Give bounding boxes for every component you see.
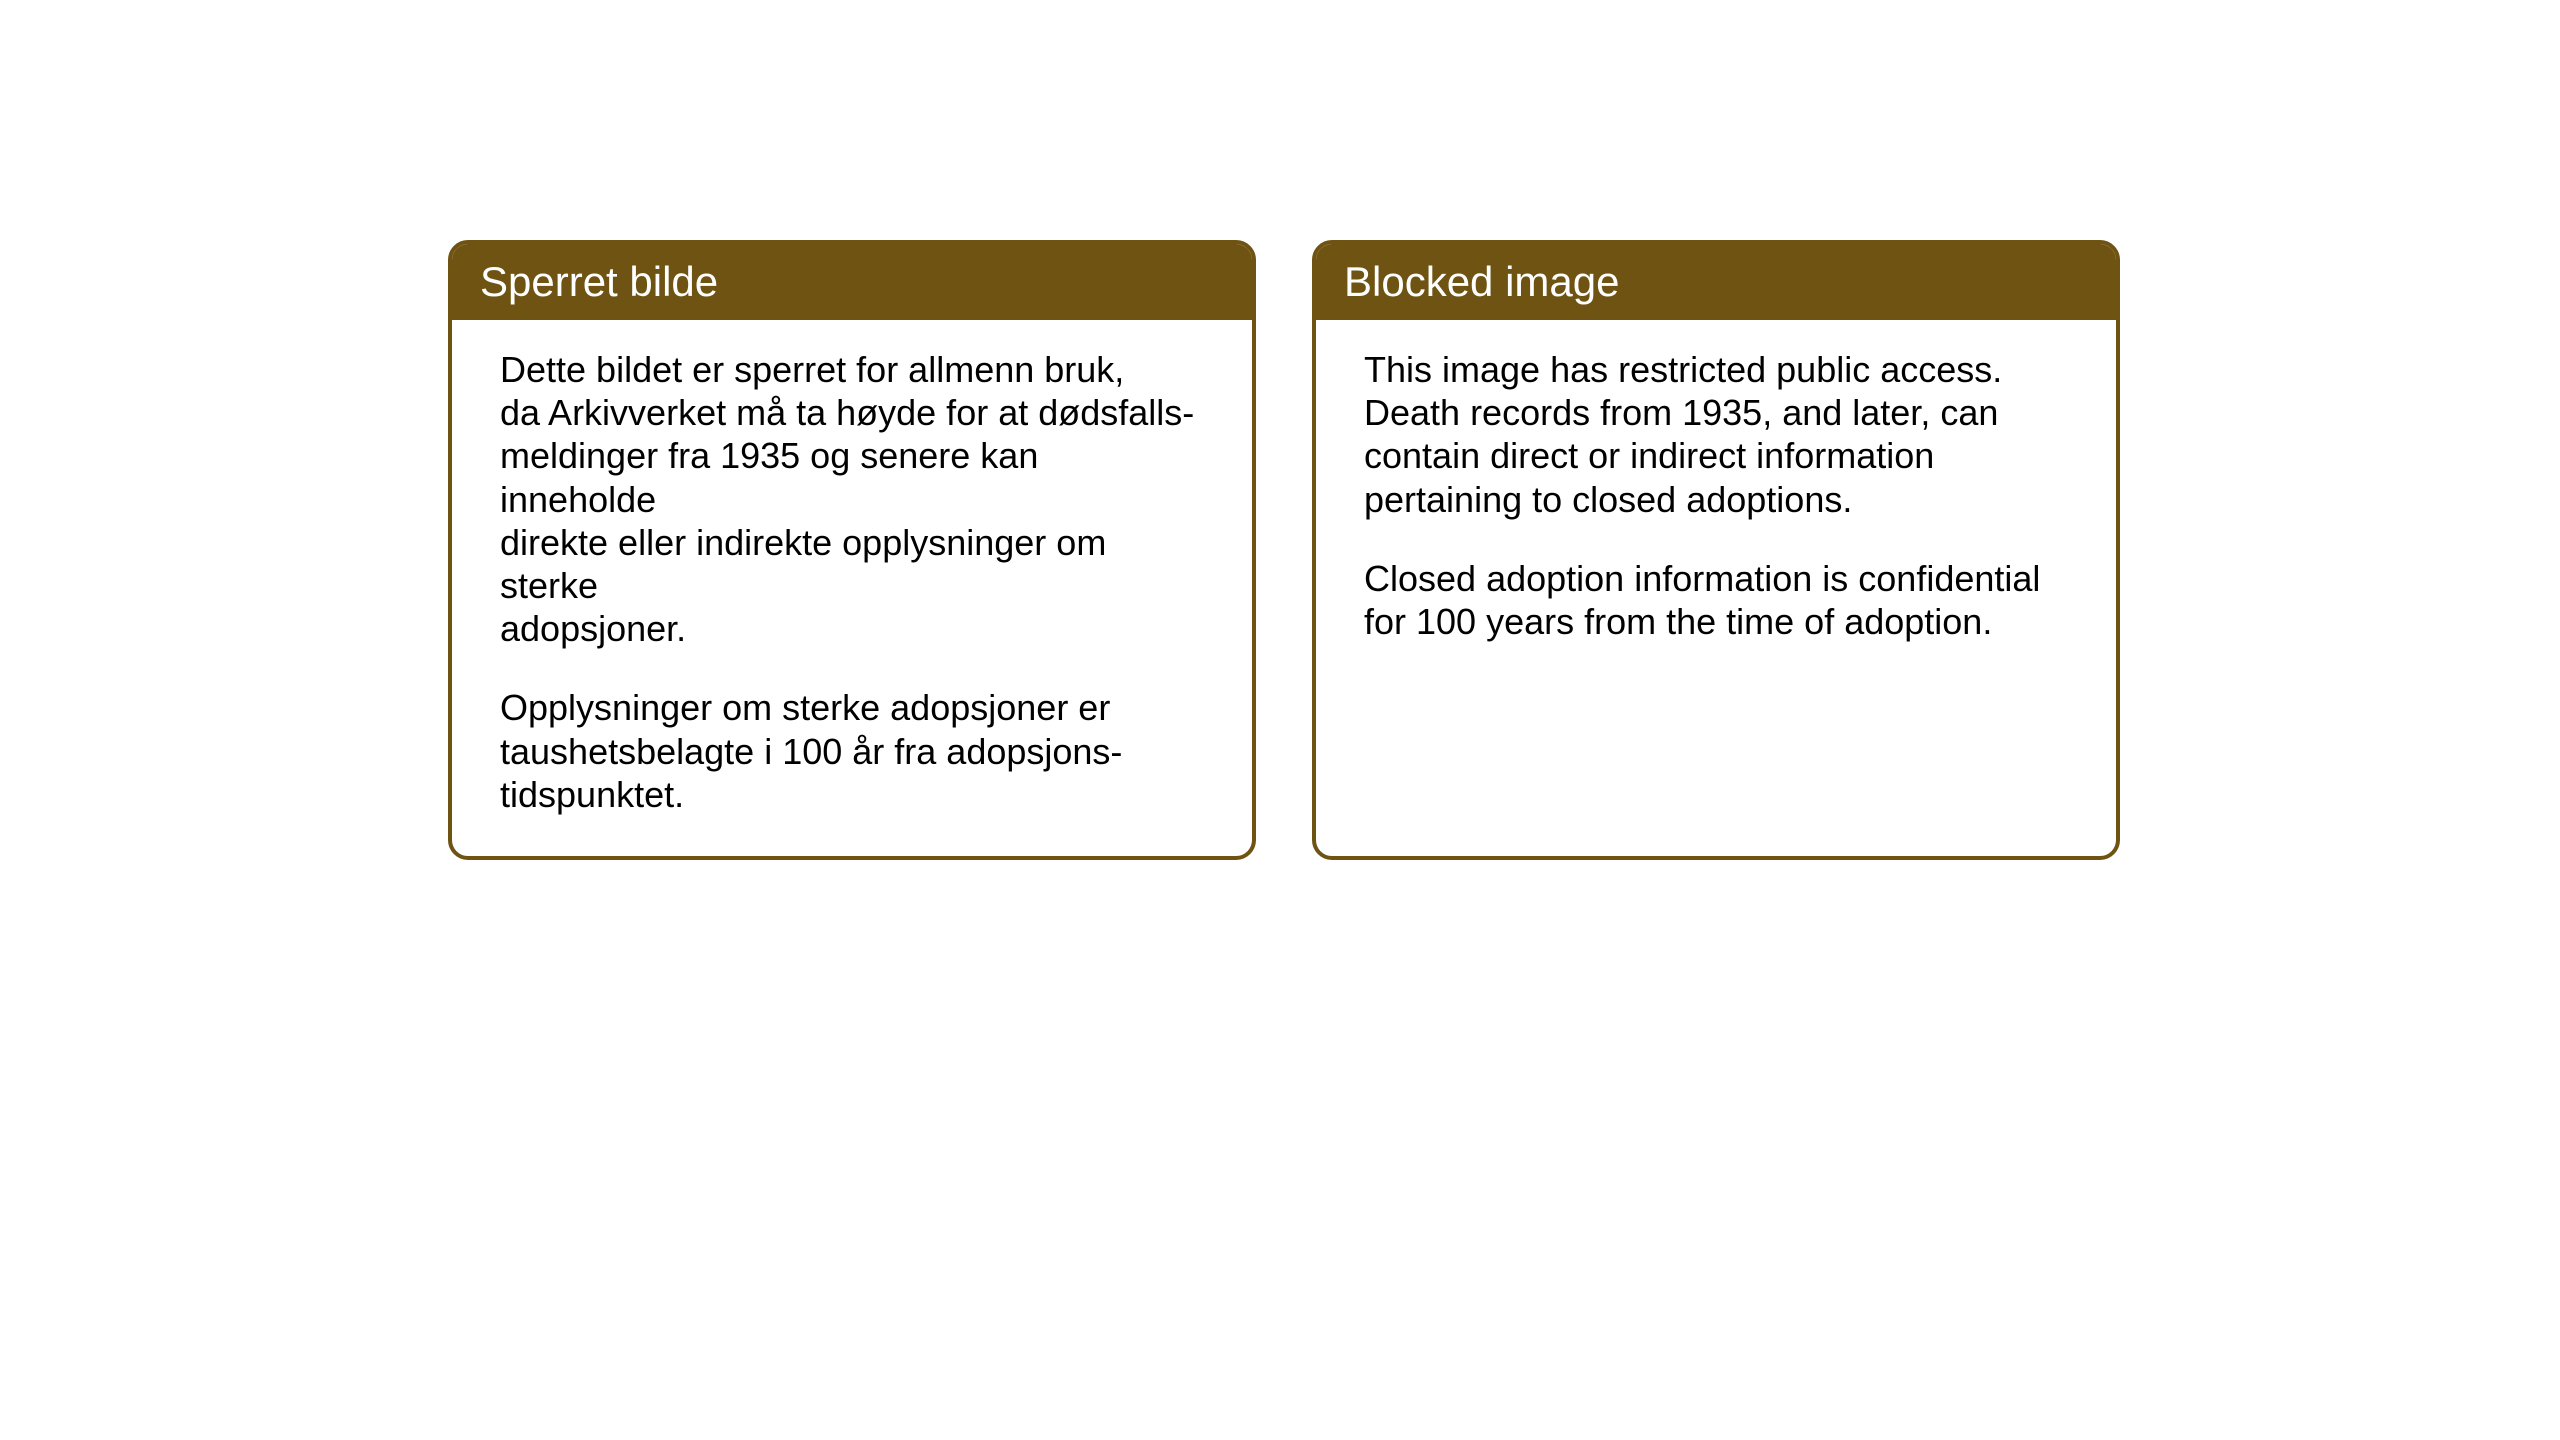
card-norwegian: Sperret bilde Dette bildet er sperret fo… [448,240,1256,860]
card-title-english: Blocked image [1344,258,2088,306]
card-paragraph-1-norwegian: Dette bildet er sperret for allmenn bruk… [500,348,1204,650]
card-body-english: This image has restricted public access.… [1316,320,2116,750]
card-header-english: Blocked image [1316,244,2116,320]
card-title-norwegian: Sperret bilde [480,258,1224,306]
cards-container: Sperret bilde Dette bildet er sperret fo… [448,240,2120,860]
card-header-norwegian: Sperret bilde [452,244,1252,320]
card-english: Blocked image This image has restricted … [1312,240,2120,860]
card-body-norwegian: Dette bildet er sperret for allmenn bruk… [452,320,1252,856]
card-paragraph-2-norwegian: Opplysninger om sterke adopsjoner ertaus… [500,686,1204,816]
card-paragraph-2-english: Closed adoption information is confident… [1364,557,2068,643]
card-paragraph-1-english: This image has restricted public access.… [1364,348,2068,521]
